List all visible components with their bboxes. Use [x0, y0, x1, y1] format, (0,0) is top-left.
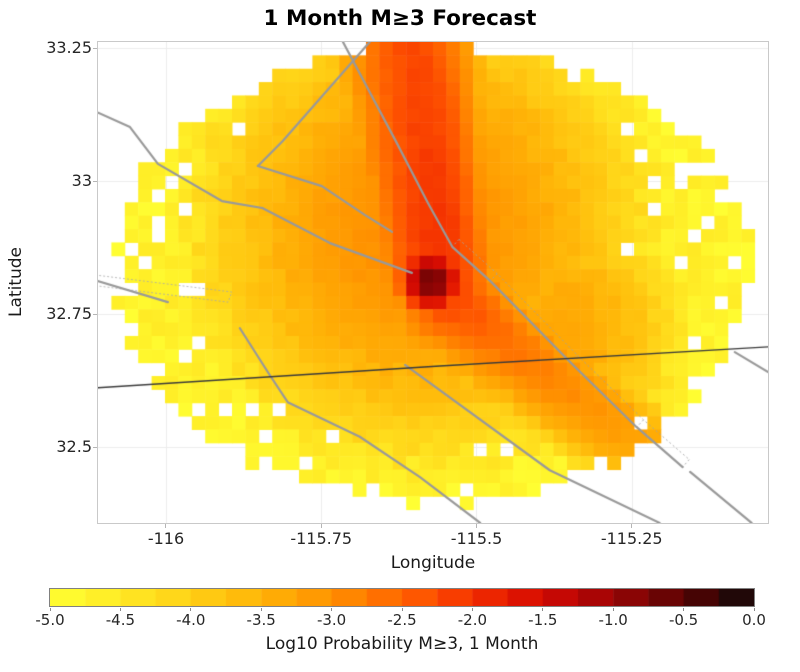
map-plot-area	[97, 41, 769, 524]
y-tick-mark	[93, 313, 97, 315]
y-tick-mark	[93, 180, 97, 182]
colorbar-tick-mark	[753, 608, 755, 611]
colorbar-tick-mark	[190, 608, 192, 611]
x-tick-label: -116	[147, 529, 185, 548]
colorbar-tick-mark	[260, 608, 262, 611]
colorbar-tick-label: -1.5	[528, 611, 558, 629]
x-tick-mark	[475, 524, 477, 528]
colorbar-tick-mark	[401, 608, 403, 611]
colorbar	[49, 588, 755, 607]
colorbar-tick-mark	[49, 608, 51, 611]
colorbar-tick-label: -2.5	[387, 611, 417, 629]
colorbar-canvas	[50, 589, 754, 606]
colorbar-tick-label: -2.0	[457, 611, 488, 629]
y-tick-label: 33.25	[46, 38, 92, 58]
colorbar-tick-label: -1.0	[598, 611, 628, 629]
y-tick-label: 32.5	[56, 437, 92, 457]
x-tick-mark	[320, 524, 322, 528]
y-tick-mark	[93, 47, 97, 49]
colorbar-tick-label: -4.0	[176, 611, 206, 629]
x-tick-mark	[165, 524, 167, 528]
colorbar-tick-label: -3.0	[316, 611, 347, 629]
y-tick-label: 33	[71, 171, 92, 191]
x-tick-mark	[631, 524, 633, 528]
colorbar-tick-label: -4.5	[105, 611, 136, 629]
colorbar-tick-mark	[331, 608, 333, 611]
colorbar-tick-mark	[471, 608, 473, 611]
heatmap-canvas	[98, 42, 768, 523]
colorbar-tick-mark	[542, 608, 544, 611]
x-tick-label: -115.25	[600, 529, 663, 548]
colorbar-tick-label: 0.0	[742, 611, 766, 629]
colorbar-tick-mark	[683, 608, 685, 611]
colorbar-tick-label: -5.0	[35, 611, 65, 629]
y-axis-label: Latitude	[6, 247, 26, 317]
x-tick-label: -115.5	[450, 529, 503, 548]
x-axis-label: Longitude	[390, 553, 476, 573]
colorbar-label: Log10 Probability M≥3, 1 Month	[265, 634, 539, 654]
x-tick-label: -115.75	[290, 529, 353, 548]
colorbar-tick-mark	[119, 608, 121, 611]
y-tick-label: 32.75	[46, 304, 92, 324]
colorbar-tick-mark	[612, 608, 614, 611]
chart-title: 1 Month M≥3 Forecast	[263, 6, 537, 31]
colorbar-tick-label: -3.5	[246, 611, 276, 629]
y-tick-mark	[93, 446, 97, 448]
colorbar-tick-label: -0.5	[668, 611, 699, 629]
